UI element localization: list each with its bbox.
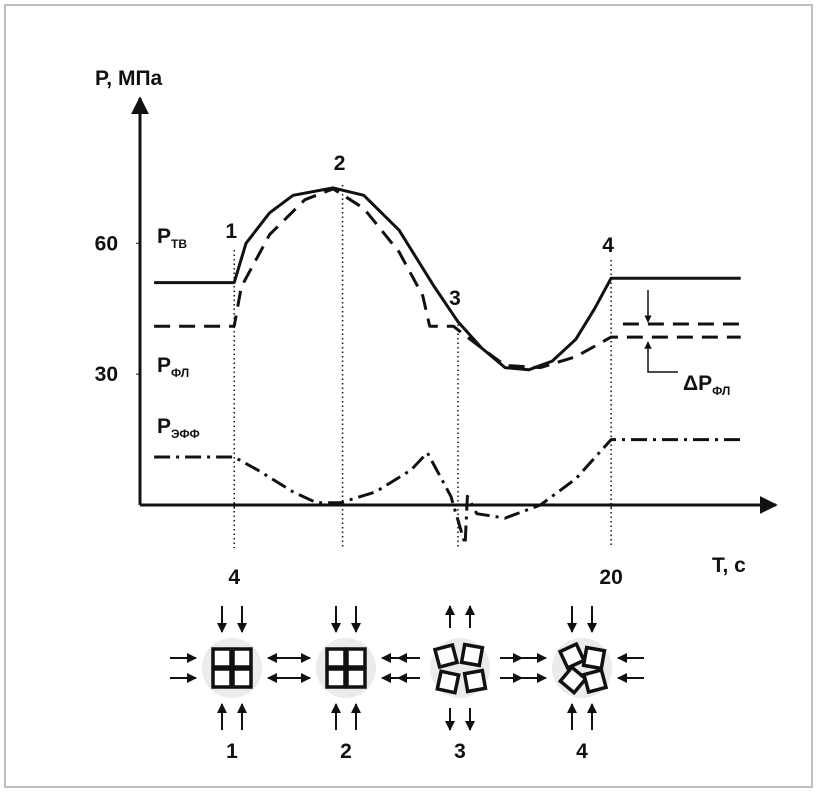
- stage-label: 4: [576, 740, 588, 763]
- icons: [170, 605, 644, 731]
- marker-label: 2: [334, 152, 346, 175]
- curve-label: PТВ: [157, 225, 187, 251]
- delta-leader: [644, 341, 678, 373]
- stage-icon: [520, 606, 644, 730]
- grain: [459, 642, 485, 668]
- grain: [345, 647, 367, 669]
- y-tick-label: 60: [95, 232, 118, 255]
- curve-label: PЭФФ: [157, 415, 200, 441]
- marker-label: 1: [225, 220, 237, 243]
- grain: [581, 645, 607, 671]
- stage-label: 3: [454, 740, 466, 763]
- grain: [432, 642, 460, 670]
- x-tick-label: 20: [599, 566, 622, 589]
- stage-icon: [284, 606, 408, 730]
- curve-label-main: P: [157, 415, 171, 438]
- grain: [557, 664, 589, 696]
- delta-label: ΔPФЛ: [683, 372, 730, 398]
- series-line: [154, 438, 741, 546]
- stage-label: 1: [226, 740, 238, 763]
- x-axis-label: T, с: [712, 554, 746, 577]
- grain: [462, 668, 488, 694]
- stage-icon: [397, 605, 523, 731]
- series-line: [154, 186, 741, 372]
- grain: [557, 641, 587, 671]
- stage-icon: [170, 606, 294, 730]
- curve-label-main: P: [157, 354, 171, 377]
- grain: [211, 667, 233, 689]
- grain: [325, 667, 347, 689]
- series-line: [154, 187, 741, 370]
- grain: [581, 667, 609, 695]
- grain: [345, 667, 367, 689]
- curve-label-sub: ТВ: [171, 237, 187, 251]
- curve-label-sub: ЭФФ: [171, 427, 200, 441]
- curve-label: PФЛ: [157, 354, 189, 380]
- grain: [435, 669, 461, 695]
- y-axis-label: P, МПа: [95, 67, 163, 90]
- curve-label-sub: ФЛ: [171, 366, 189, 380]
- grain: [231, 647, 253, 669]
- frame: [4, 4, 813, 788]
- y-tick-label: 30: [95, 363, 118, 386]
- grain: [231, 667, 253, 689]
- grain: [325, 647, 347, 669]
- delta-label-main: ΔP: [683, 372, 712, 395]
- marker-label: 4: [602, 234, 614, 257]
- grain: [211, 647, 233, 669]
- delta-label-sub: ФЛ: [712, 384, 730, 398]
- curve-label-main: P: [157, 225, 171, 248]
- stage-label: 2: [340, 740, 352, 763]
- marker-label: 3: [449, 287, 461, 310]
- x-tick-label: 4: [228, 566, 240, 589]
